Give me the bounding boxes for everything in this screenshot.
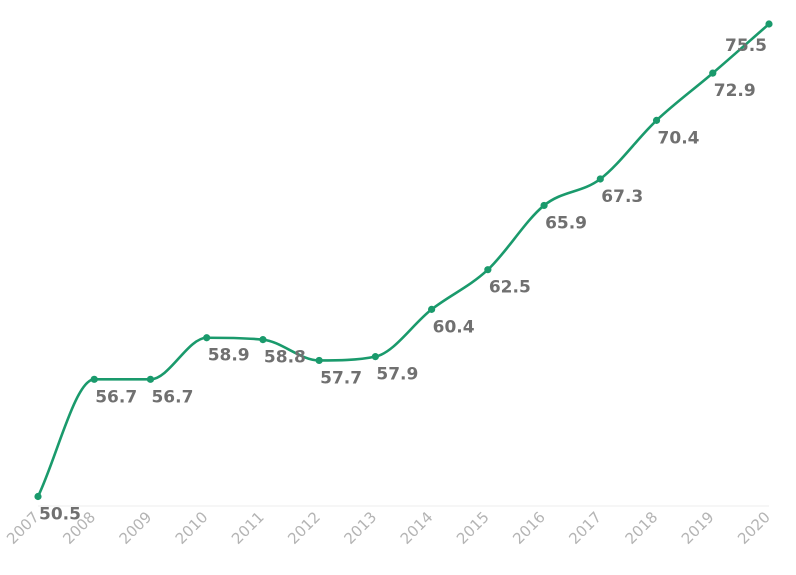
x-tick-2020: 2020 [734,508,774,548]
data-label-2008: 56.7 [95,387,137,407]
data-point-2007 [34,492,42,501]
series-layer [36,22,771,498]
data-point-2018 [652,116,661,124]
x-tick-2007: 2007 [3,508,43,548]
data-label-2018: 70.4 [658,128,700,148]
data-label-2015: 62.5 [489,278,531,298]
data-label-2009: 56.7 [151,387,193,407]
x-tick-labels: 2007 2008 2009 2010 2011 2012 2013 2014 2015 2016… [3,508,774,548]
data-point-2008 [90,375,98,383]
data-point-2010 [203,334,211,342]
x-tick-2010: 2010 [172,508,212,548]
data-point-2013 [371,353,379,361]
x-tick-2019: 2019 [678,508,718,548]
data-label-2011: 58.8 [264,348,306,368]
x-tick-2013: 2013 [340,508,380,548]
x-tick-2012: 2012 [284,508,324,548]
data-label-2007: 50.5 [39,505,81,525]
data-label-2013: 57.9 [376,365,418,385]
data-point-2019 [709,69,717,77]
data-point-2012 [315,356,323,365]
data-label-2020: 75.5 [725,36,767,56]
data-point-2017 [596,175,604,183]
data-label-2012: 57.7 [320,368,362,388]
x-tick-2016: 2016 [509,508,549,548]
x-tick-2014: 2014 [397,508,437,548]
data-label-2010: 58.9 [208,346,250,366]
data-label-2014: 60.4 [433,317,475,337]
data-label-2017: 67.3 [601,187,643,207]
data-point-2009 [146,375,155,383]
data-point-2016 [540,201,548,210]
x-tick-2009: 2009 [116,508,156,548]
data-label-2016: 65.9 [545,213,587,233]
data-labels-layer: 50.5 56.7 56.7 58.9 58.8 57.7 57.9 60.4 62.5 65.9… [39,36,767,525]
data-point-2020 [765,20,773,28]
series-line [36,22,771,498]
x-tick-2018: 2018 [622,508,662,548]
data-label-2019: 72.9 [714,81,756,101]
x-tick-2015: 2015 [453,508,493,548]
data-point-2014 [428,305,436,313]
data-point-2011 [259,336,267,344]
data-point-2015 [484,266,492,274]
markers-layer [34,20,773,501]
x-tick-2011: 2011 [228,508,268,548]
x-tick-2017: 2017 [565,508,605,548]
